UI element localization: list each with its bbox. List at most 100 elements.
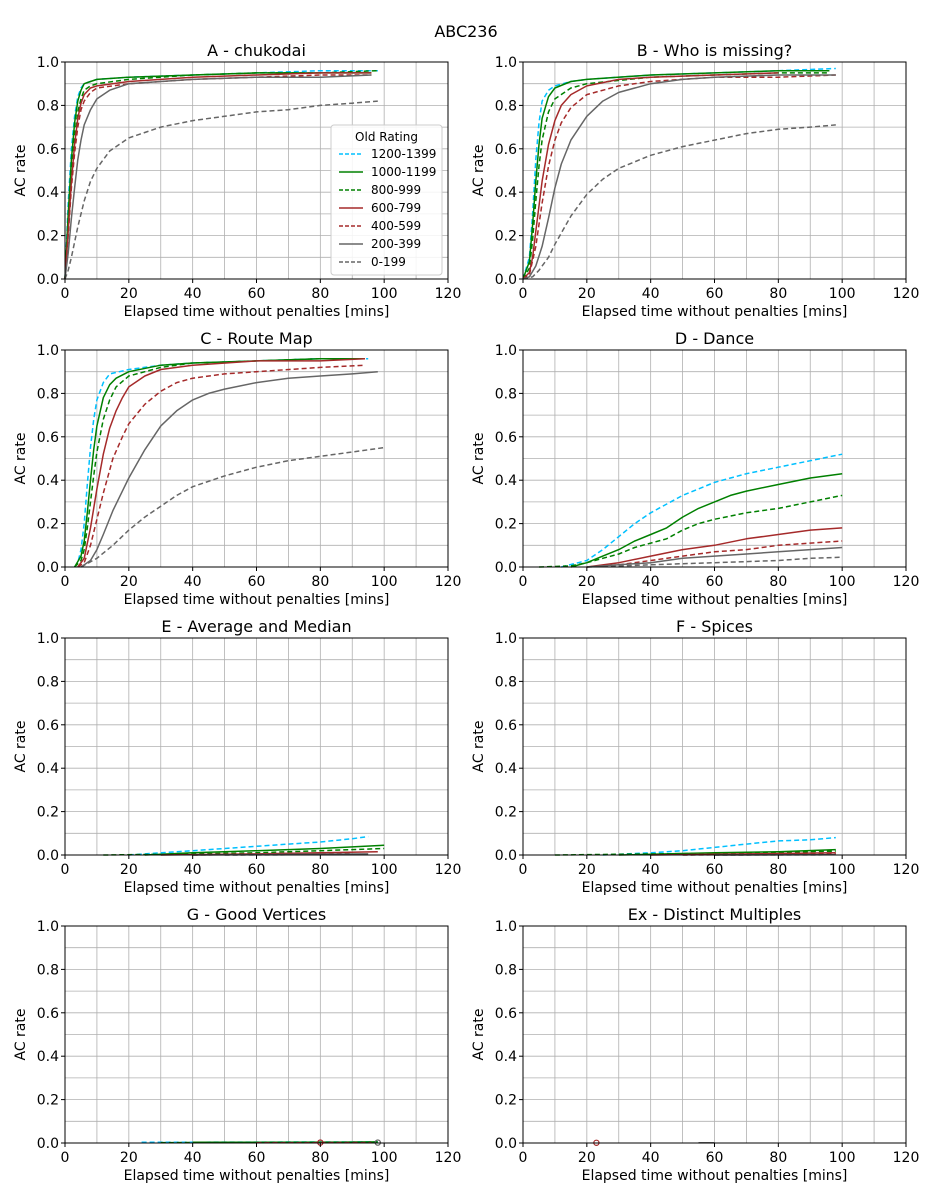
x-tick-label: 40: [184, 286, 202, 302]
y-tick-label: 0.4: [495, 473, 517, 489]
x-tick-label: 20: [578, 574, 596, 590]
panel-7-y-axis-label: AC rate: [13, 1009, 29, 1061]
x-tick-label: 100: [371, 1150, 398, 1166]
y-tick-label: 0.2: [37, 1093, 59, 1109]
panel-8-title: Ex - Distinct Multiples: [628, 905, 802, 924]
legend-label-0-199: 0-199: [371, 255, 406, 269]
x-tick-label: 120: [435, 574, 462, 590]
y-tick-label: 0.8: [495, 386, 517, 402]
panel-2-y-axis-label: AC rate: [471, 145, 487, 197]
figure-title: ABC236: [434, 22, 497, 41]
x-tick-label: 20: [120, 1150, 138, 1166]
panel-3-y-axis-label: AC rate: [13, 433, 29, 485]
x-tick-label: 20: [578, 862, 596, 878]
y-tick-label: 0.8: [37, 962, 59, 978]
y-tick-label: 0.6: [37, 718, 59, 734]
x-tick-label: 20: [578, 1150, 596, 1166]
x-tick-label: 0: [61, 862, 70, 878]
y-tick-label: 0.6: [37, 1006, 59, 1022]
y-tick-label: 0.4: [37, 185, 59, 201]
y-tick-label: 0.4: [495, 1049, 517, 1065]
y-tick-label: 0.6: [37, 430, 59, 446]
y-tick-label: 0.2: [37, 517, 59, 533]
x-tick-label: 100: [829, 574, 856, 590]
panel-3-x-axis-label: Elapsed time without penalties [mins]: [124, 592, 390, 608]
x-tick-label: 60: [706, 1150, 724, 1166]
panel-4-y-axis-label: AC rate: [471, 433, 487, 485]
y-tick-label: 0.8: [495, 674, 517, 690]
y-tick-label: 1.0: [495, 55, 517, 71]
y-tick-label: 0.0: [37, 1136, 59, 1152]
legend-label-800-999: 800-999: [371, 183, 421, 197]
x-tick-label: 60: [248, 862, 266, 878]
panel-1-x-axis-label: Elapsed time without penalties [mins]: [124, 304, 390, 320]
legend-label-1000-1199: 1000-1199: [371, 165, 436, 179]
x-tick-label: 40: [184, 1150, 202, 1166]
x-tick-label: 120: [893, 574, 920, 590]
x-tick-label: 40: [642, 862, 660, 878]
x-tick-label: 80: [311, 1150, 329, 1166]
x-tick-label: 20: [120, 862, 138, 878]
panel-6-y-axis-label: AC rate: [471, 721, 487, 773]
panel-1-y-axis-label: AC rate: [13, 145, 29, 197]
x-tick-label: 0: [61, 1150, 70, 1166]
y-tick-label: 1.0: [495, 343, 517, 359]
x-tick-label: 120: [893, 862, 920, 878]
x-tick-label: 100: [371, 286, 398, 302]
y-tick-label: 0.6: [495, 430, 517, 446]
panel-8-x-axis-label: Elapsed time without penalties [mins]: [582, 1168, 848, 1184]
legend-label-200-399: 200-399: [371, 237, 421, 251]
x-tick-label: 100: [829, 286, 856, 302]
panel-2-title: B - Who is missing?: [637, 41, 793, 60]
y-tick-label: 0.8: [37, 674, 59, 690]
y-tick-label: 1.0: [37, 55, 59, 71]
x-tick-label: 120: [435, 286, 462, 302]
x-tick-label: 0: [61, 574, 70, 590]
y-tick-label: 0.0: [495, 560, 517, 576]
x-tick-label: 120: [435, 862, 462, 878]
y-tick-label: 0.0: [37, 272, 59, 288]
y-tick-label: 0.0: [495, 848, 517, 864]
y-tick-label: 0.8: [495, 98, 517, 114]
y-tick-label: 0.2: [495, 1093, 517, 1109]
x-tick-label: 80: [769, 574, 787, 590]
x-tick-label: 0: [61, 286, 70, 302]
legend-label-600-799: 600-799: [371, 201, 421, 215]
y-tick-label: 0.0: [37, 848, 59, 864]
y-tick-label: 0.4: [37, 473, 59, 489]
x-tick-label: 60: [248, 286, 266, 302]
x-tick-label: 0: [519, 574, 528, 590]
x-tick-label: 60: [248, 1150, 266, 1166]
panel-7-x-axis-label: Elapsed time without penalties [mins]: [124, 1168, 390, 1184]
panel-4-x-axis-label: Elapsed time without penalties [mins]: [582, 592, 848, 608]
legend-label-1200-1399: 1200-1399: [371, 147, 436, 161]
y-tick-label: 0.4: [495, 761, 517, 777]
y-tick-label: 0.0: [495, 272, 517, 288]
y-tick-label: 1.0: [495, 631, 517, 647]
y-tick-label: 0.2: [37, 229, 59, 245]
y-tick-label: 0.8: [37, 98, 59, 114]
y-tick-label: 0.0: [495, 1136, 517, 1152]
x-tick-label: 100: [371, 862, 398, 878]
panel-6-x-axis-label: Elapsed time without penalties [mins]: [582, 880, 848, 896]
y-tick-label: 1.0: [37, 343, 59, 359]
y-tick-label: 0.8: [37, 386, 59, 402]
x-tick-label: 80: [769, 286, 787, 302]
x-tick-label: 0: [519, 286, 528, 302]
x-tick-label: 60: [706, 862, 724, 878]
y-tick-label: 0.4: [495, 185, 517, 201]
x-tick-label: 60: [706, 574, 724, 590]
x-tick-label: 100: [829, 1150, 856, 1166]
x-tick-label: 60: [248, 574, 266, 590]
panel-8-y-axis-label: AC rate: [471, 1009, 487, 1061]
y-tick-label: 0.6: [495, 718, 517, 734]
legend: Old Rating1200-13991000-1199800-999600-7…: [331, 125, 442, 275]
y-tick-label: 0.6: [495, 1006, 517, 1022]
panel-4-title: D - Dance: [675, 329, 754, 348]
